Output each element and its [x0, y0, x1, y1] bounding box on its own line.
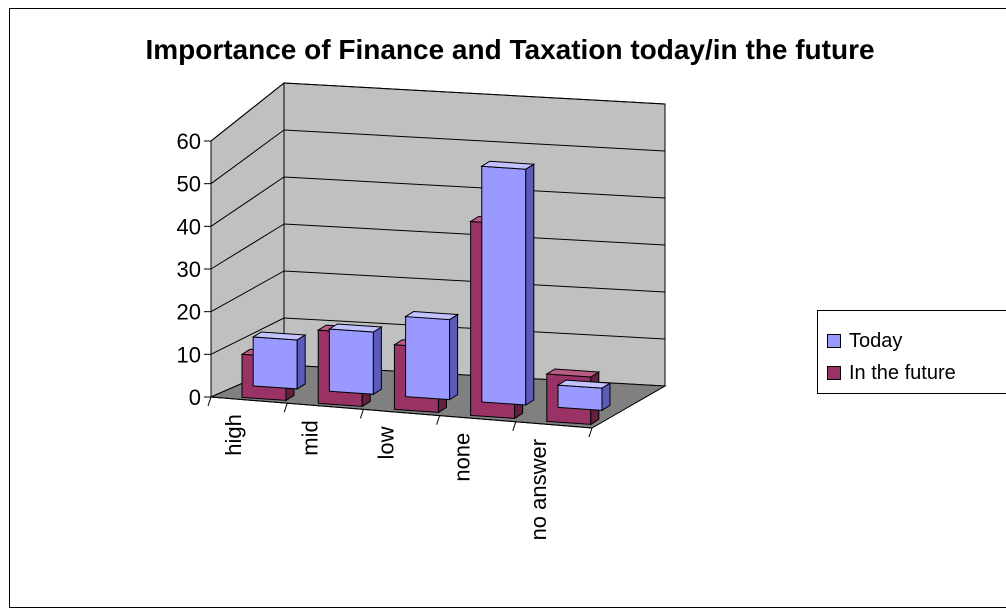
x-tick	[436, 415, 441, 425]
bar-side	[525, 163, 535, 406]
bar-side	[372, 326, 382, 396]
legend-item-in-the-future: In the future	[827, 361, 956, 385]
x-tick-label: high	[221, 414, 246, 456]
gridline-side	[210, 129, 285, 185]
y-tick-label: 0	[189, 385, 201, 410]
chart-bars	[240, 160, 612, 426]
y-tick-label: 20	[177, 300, 201, 325]
gridline-back	[283, 129, 666, 152]
bar-side	[449, 313, 459, 401]
bar-top	[480, 160, 536, 170]
gridline-back	[283, 82, 666, 105]
legend-item-today: Today	[827, 329, 902, 353]
bar-today-high	[251, 331, 307, 390]
x-axis-line	[210, 396, 593, 429]
x-axis: high mid low none no answer	[207, 396, 593, 541]
legend-label-in-the-future: In the future	[849, 361, 956, 384]
bar-top	[404, 311, 460, 321]
x-tick	[283, 403, 288, 413]
bar-top	[327, 323, 383, 333]
y-tick-label: 40	[177, 214, 201, 239]
x-tick-label: none	[450, 433, 475, 482]
x-tick	[512, 421, 517, 431]
gridline-side	[210, 223, 285, 270]
x-tick	[207, 396, 212, 407]
bar-today-low	[404, 311, 460, 401]
bar-top	[545, 368, 601, 378]
legend-label-today: Today	[849, 329, 903, 352]
legend-swatch-in-the-future	[827, 366, 841, 380]
x-tick-label: no answer	[526, 439, 551, 541]
gridline-side	[210, 317, 285, 355]
x-tick	[359, 409, 364, 419]
bar-front	[557, 384, 603, 411]
y-tick-label: 50	[177, 172, 201, 197]
gridline-side	[210, 82, 285, 142]
gridline-side	[210, 176, 285, 227]
bar-top	[251, 331, 307, 341]
x-tick-label: mid	[297, 420, 322, 455]
bar-front	[405, 316, 451, 401]
y-axis: 0 10 20 30 40 50 60	[177, 129, 212, 410]
y-tick-label: 30	[177, 257, 201, 282]
bar-side	[296, 334, 306, 390]
bar-front	[328, 328, 374, 395]
x-tick	[588, 427, 593, 438]
bar-today-no-answer	[556, 379, 612, 412]
chart-title: Importance of Finance and Taxation today…	[145, 34, 875, 65]
legend-swatch-today	[827, 334, 841, 348]
bar-front	[252, 336, 298, 390]
bar-today-none	[480, 160, 536, 406]
y-tick-label: 10	[177, 342, 201, 367]
chart-legend: Today In the future	[817, 310, 1006, 394]
bar-today-mid	[327, 323, 383, 396]
gridline-side	[210, 270, 285, 313]
bar-top	[556, 379, 612, 389]
x-tick-label: low	[374, 426, 399, 459]
bar-front	[481, 165, 527, 406]
gridline-back	[283, 176, 666, 199]
y-tick-label: 60	[177, 129, 201, 154]
